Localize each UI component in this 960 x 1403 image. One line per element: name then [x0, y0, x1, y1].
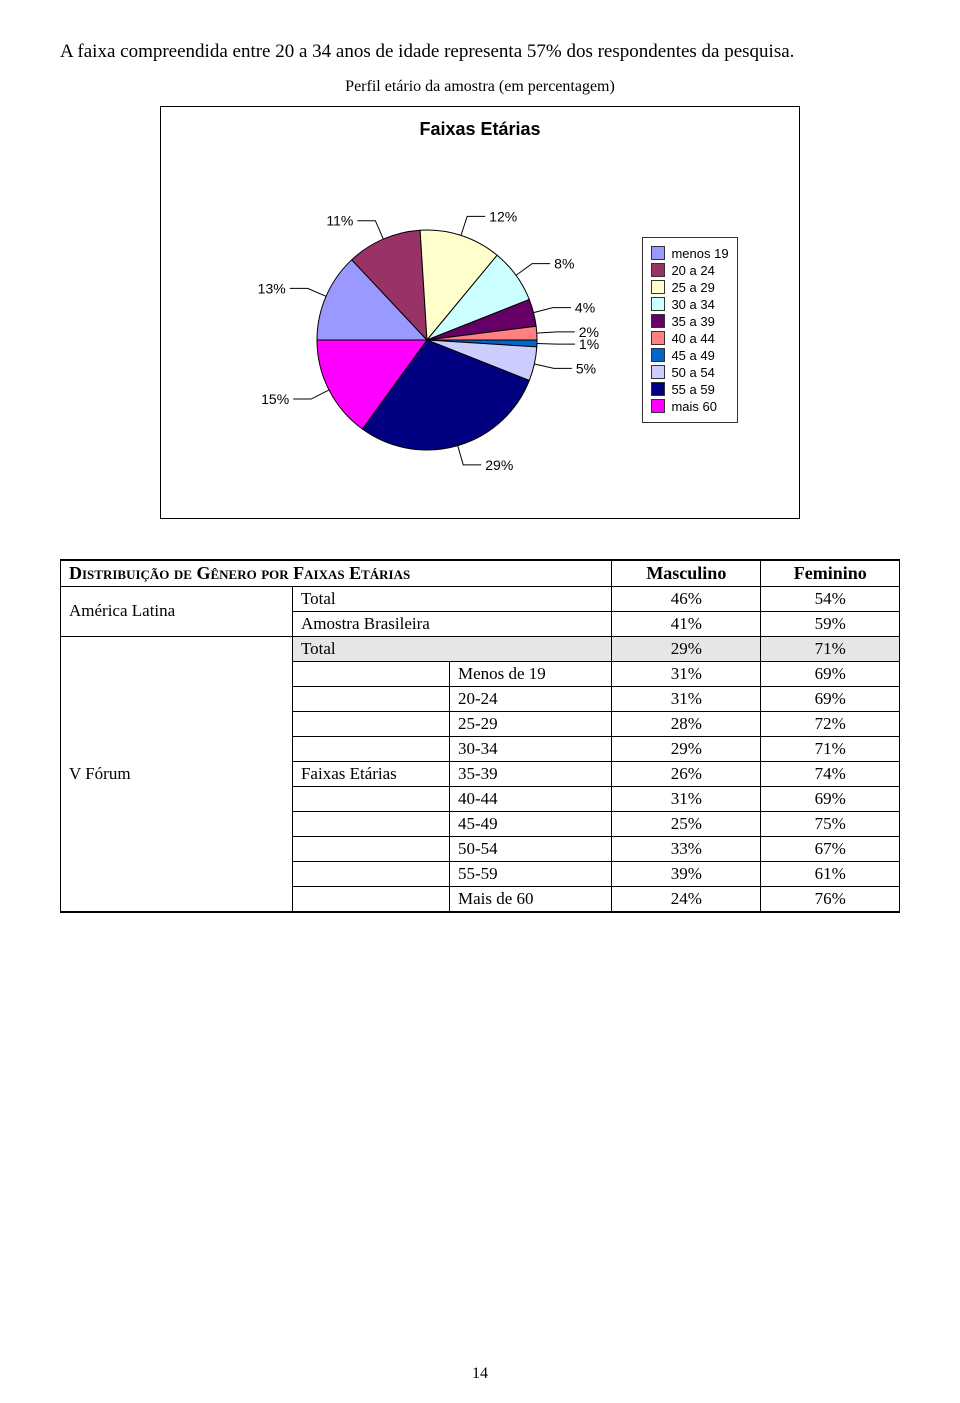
- page-number: 14: [0, 1365, 960, 1383]
- chart-subtitle: Perfil etário da amostra (em percentagem…: [60, 78, 900, 96]
- cell: 54%: [815, 589, 846, 608]
- chart-legend: menos 19 20 a 24 25 a 29 30 a 34 35 a 39 40 a…: [642, 237, 737, 423]
- table-title: Distribuição de Gênero por Faixas Etária…: [69, 563, 410, 583]
- row-label: 20-24: [458, 689, 498, 708]
- cell: 29%: [671, 639, 702, 658]
- cell: 29%: [671, 739, 702, 758]
- pie-label: 13%: [258, 280, 286, 296]
- pie-chart: 13%11%12%8%4%2%1%5%29%15%: [222, 150, 642, 510]
- cell: 33%: [671, 839, 702, 858]
- cell: 46%: [671, 589, 702, 608]
- legend-label: 35 a 39: [671, 314, 714, 329]
- legend-label: 45 a 49: [671, 348, 714, 363]
- cell: 74%: [815, 764, 846, 783]
- intro-text: A faixa compreendida entre 20 a 34 anos …: [60, 39, 900, 66]
- legend-item: 55 a 59: [651, 382, 728, 397]
- cell: 41%: [671, 614, 702, 633]
- pie-label: 8%: [555, 255, 575, 271]
- row-label: 55-59: [458, 864, 498, 883]
- legend-item: mais 60: [651, 399, 728, 414]
- cell: 76%: [815, 889, 846, 908]
- cell: 75%: [815, 814, 846, 833]
- legend-swatch: [651, 263, 665, 277]
- legend-item: 50 a 54: [651, 365, 728, 380]
- legend-label: 50 a 54: [671, 365, 714, 380]
- cell: 31%: [671, 789, 702, 808]
- legend-swatch: [651, 382, 665, 396]
- cell: 69%: [815, 789, 846, 808]
- row-label: 30-34: [458, 739, 498, 758]
- pie-label: 15%: [262, 391, 290, 407]
- cell: 71%: [815, 639, 846, 658]
- legend-label: 55 a 59: [671, 382, 714, 397]
- cell: 69%: [815, 664, 846, 683]
- group-america-latina: América Latina: [69, 601, 175, 620]
- cell: 72%: [815, 714, 846, 733]
- chart-title: Faixas Etárias: [169, 119, 791, 140]
- cell: 28%: [671, 714, 702, 733]
- group-faixas-etarias: Faixas Etárias: [301, 764, 397, 783]
- cell: 59%: [815, 614, 846, 633]
- row-label: Total: [301, 589, 336, 608]
- cell: 24%: [671, 889, 702, 908]
- legend-swatch: [651, 331, 665, 345]
- cell: 26%: [671, 764, 702, 783]
- cell: 69%: [815, 689, 846, 708]
- chart-frame: Faixas Etárias 13%11%12%8%4%2%1%5%29%15%…: [160, 106, 800, 519]
- col-feminino: Feminino: [794, 563, 867, 583]
- legend-item: menos 19: [651, 246, 728, 261]
- legend-swatch: [651, 365, 665, 379]
- legend-item: 45 a 49: [651, 348, 728, 363]
- cell: 71%: [815, 739, 846, 758]
- cell: 31%: [671, 664, 702, 683]
- row-label: 35-39: [458, 764, 498, 783]
- legend-swatch: [651, 399, 665, 413]
- cell: 39%: [671, 864, 702, 883]
- cell: 25%: [671, 814, 702, 833]
- pie-label: 4%: [575, 299, 595, 315]
- legend-swatch: [651, 280, 665, 294]
- row-label: 25-29: [458, 714, 498, 733]
- legend-swatch: [651, 246, 665, 260]
- legend-label: 25 a 29: [671, 280, 714, 295]
- legend-item: 35 a 39: [651, 314, 728, 329]
- legend-label: 20 a 24: [671, 263, 714, 278]
- row-label: 45-49: [458, 814, 498, 833]
- pie-label: 11%: [327, 212, 354, 228]
- pie-label: 1%: [579, 336, 599, 352]
- legend-item: 30 a 34: [651, 297, 728, 312]
- distribution-table: Distribuição de Gênero por Faixas Etária…: [60, 559, 900, 913]
- legend-label: mais 60: [671, 399, 717, 414]
- legend-swatch: [651, 348, 665, 362]
- cell: 31%: [671, 689, 702, 708]
- legend-item: 25 a 29: [651, 280, 728, 295]
- pie-label: 5%: [576, 360, 596, 376]
- cell: 61%: [815, 864, 846, 883]
- row-label: Amostra Brasileira: [301, 614, 430, 633]
- legend-swatch: [651, 297, 665, 311]
- pie-label: 29%: [486, 456, 514, 472]
- cell: 67%: [815, 839, 846, 858]
- legend-item: 40 a 44: [651, 331, 728, 346]
- legend-label: 40 a 44: [671, 331, 714, 346]
- legend-swatch: [651, 314, 665, 328]
- row-label: 40-44: [458, 789, 498, 808]
- legend-label: menos 19: [671, 246, 728, 261]
- col-masculino: Masculino: [646, 563, 726, 583]
- legend-label: 30 a 34: [671, 297, 714, 312]
- pie-label: 12%: [490, 208, 518, 224]
- row-label: Mais de 60: [458, 889, 534, 908]
- row-label: Menos de 19: [458, 664, 546, 683]
- row-label: 50-54: [458, 839, 498, 858]
- row-label: Total: [301, 639, 336, 658]
- legend-item: 20 a 24: [651, 263, 728, 278]
- group-v-forum: V Fórum: [69, 764, 131, 783]
